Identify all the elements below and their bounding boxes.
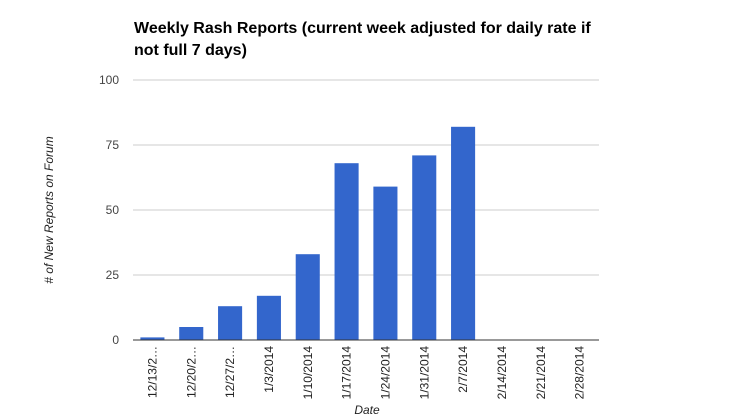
- x-tick-label: 1/31/2014: [417, 346, 431, 400]
- x-axis-title: Date: [354, 403, 380, 417]
- bar[interactable]: [140, 337, 165, 340]
- bar[interactable]: [373, 186, 398, 340]
- axes: 0 25 50 75 100 12/13/2… 12/20/2… 12/27/2… 1/3/20…: [99, 73, 599, 399]
- x-tick-label: 1/24/2014: [378, 346, 392, 400]
- y-tick-label: 75: [106, 138, 120, 152]
- y-tick-label: 100: [99, 73, 119, 87]
- bar[interactable]: [334, 163, 359, 340]
- x-tick-label: 2/14/2014: [495, 346, 509, 400]
- x-tick-label: 12/20/2…: [184, 346, 198, 398]
- x-tick-label: 12/13/2…: [145, 346, 159, 398]
- y-axis-title: # of New Reports on Forum: [42, 136, 56, 283]
- x-tick-label: 1/3/2014: [262, 346, 276, 393]
- bar[interactable]: [451, 126, 476, 340]
- x-tick-label: 1/17/2014: [340, 346, 354, 400]
- gridlines: [133, 79, 599, 276]
- bar[interactable]: [218, 306, 243, 340]
- x-tick-label: 12/27/2…: [223, 346, 237, 398]
- bar[interactable]: [256, 295, 281, 340]
- x-tick-label: 2/7/2014: [456, 346, 470, 393]
- bar[interactable]: [295, 254, 320, 340]
- y-tick-label: 25: [106, 268, 120, 282]
- bar[interactable]: [179, 327, 204, 340]
- x-tick-label: 2/21/2014: [534, 346, 548, 400]
- bar[interactable]: [412, 155, 437, 340]
- x-tick-label: 2/28/2014: [573, 346, 587, 400]
- y-tick-label: 50: [106, 203, 120, 217]
- x-tick-label: 1/10/2014: [301, 346, 315, 400]
- chart-title: Weekly Rash Reports (current week adjust…: [134, 20, 591, 59]
- y-tick-label: 0: [112, 333, 119, 347]
- bars: [140, 126, 476, 340]
